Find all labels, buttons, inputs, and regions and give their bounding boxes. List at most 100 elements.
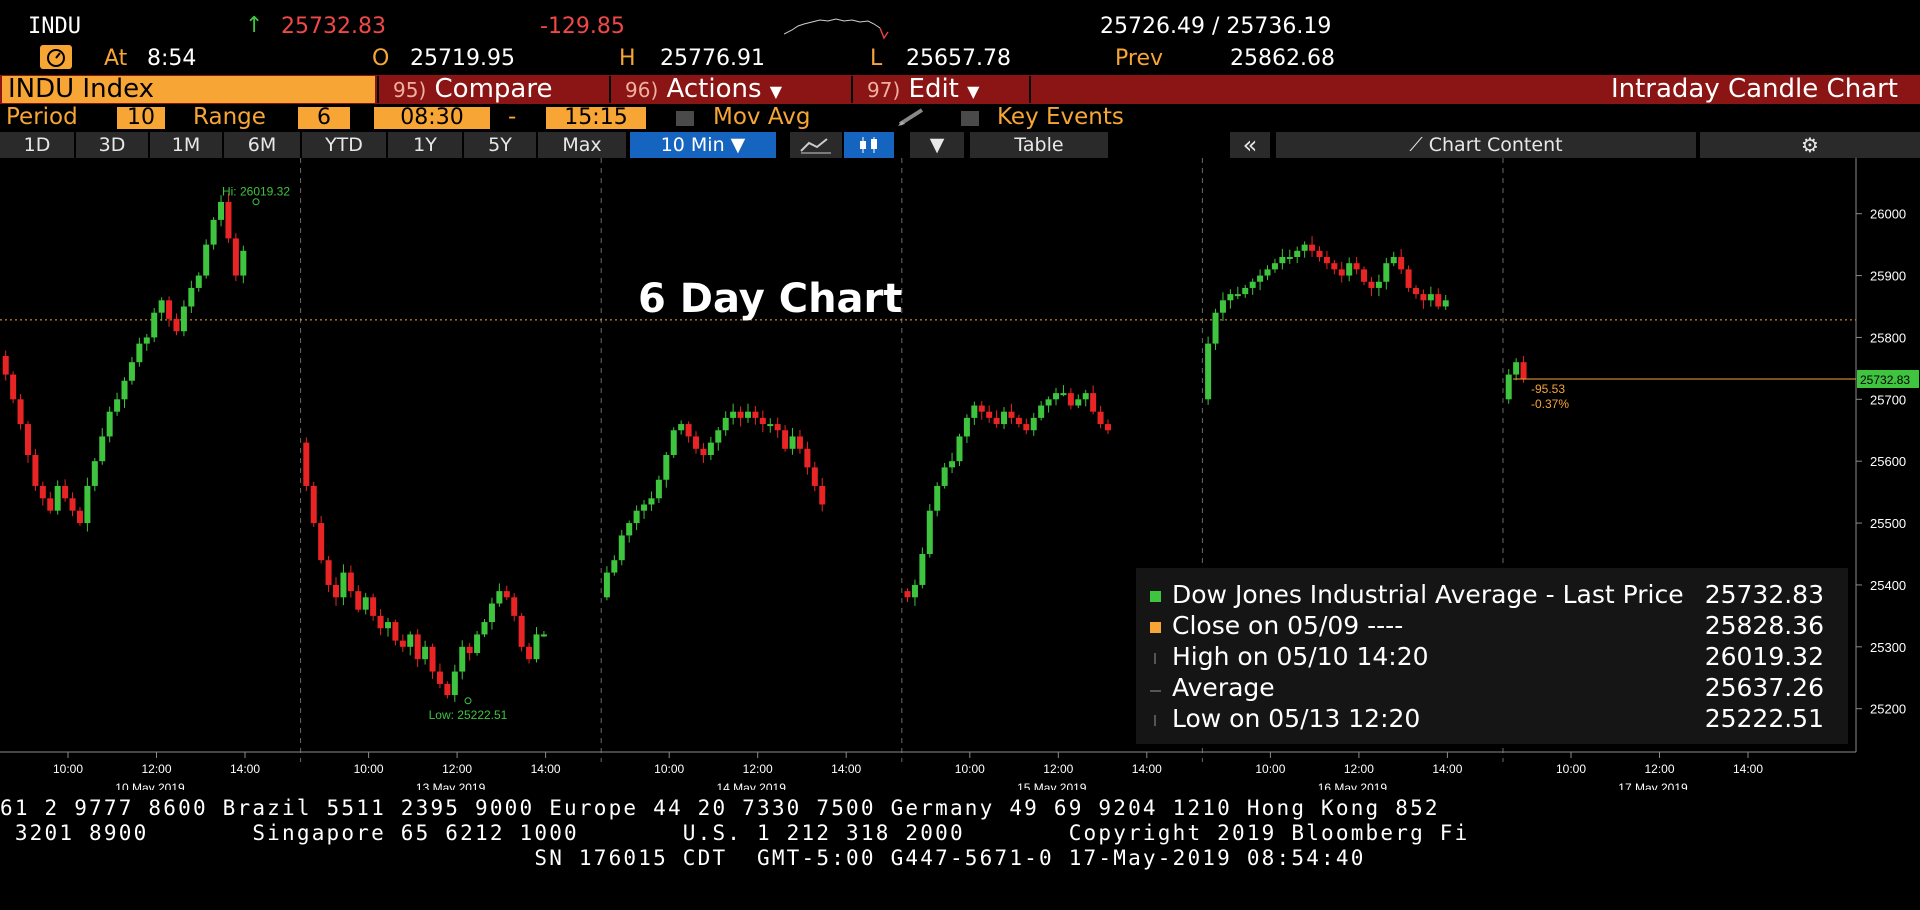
candle-chart-button[interactable] <box>844 132 894 158</box>
chart-content-button[interactable]: ⟋ Chart Content <box>1276 132 1696 158</box>
chevron-down-icon: ▼ <box>967 82 980 101</box>
candle <box>1227 294 1234 301</box>
table-button[interactable]: Table <box>970 132 1108 158</box>
candle <box>377 615 384 629</box>
candle <box>722 417 729 431</box>
range-max-button[interactable]: Max <box>538 132 626 158</box>
gauge-icon[interactable] <box>40 45 72 69</box>
candle <box>91 461 98 486</box>
candle <box>106 411 113 437</box>
y-tick-label: 25700 <box>1870 392 1906 407</box>
legend-marker <box>1150 622 1161 633</box>
candle <box>963 417 970 437</box>
pencil-icon[interactable] <box>896 106 930 128</box>
legend-value: 25222.51 <box>1704 704 1824 733</box>
candle <box>655 479 662 499</box>
x-tick-label: 10:00 <box>1255 762 1285 776</box>
last-price-tag <box>1857 369 1919 388</box>
legend-entry: Low on 05/13 12:20 25222.51 <box>1172 704 1824 734</box>
candle <box>24 424 31 455</box>
candle <box>2 356 9 375</box>
candle <box>136 343 143 363</box>
y-tick-label: 25200 <box>1870 702 1906 717</box>
candle <box>1435 294 1442 307</box>
legend-entry: Dow Jones Industrial Average - Last Pric… <box>1172 580 1824 610</box>
candle <box>641 504 648 511</box>
candle <box>1104 424 1111 431</box>
gear-icon[interactable]: ⚙ <box>1700 132 1920 158</box>
candle <box>173 318 180 332</box>
low-marker <box>464 697 472 705</box>
candle <box>1234 294 1241 297</box>
edit-button[interactable]: 97) Edit ▼ <box>851 76 1027 103</box>
low-label: L <box>870 46 883 71</box>
time-dash: - <box>508 104 517 130</box>
candle <box>678 424 685 431</box>
candle <box>459 646 466 672</box>
chart-type-dropdown[interactable]: ▼ <box>910 132 964 158</box>
divider <box>1029 76 1031 103</box>
range-1m-button[interactable]: 1M <box>150 132 222 158</box>
candle <box>811 467 818 486</box>
candle <box>737 411 744 418</box>
candle <box>752 411 759 418</box>
range-input[interactable]: 6 <box>298 107 350 129</box>
mov-avg-label: Mov Avg <box>713 104 811 130</box>
low-value: 25657.78 <box>906 46 1011 71</box>
interval-dropdown[interactable]: 10 Min ▼ <box>630 132 776 158</box>
actions-num: 96) <box>625 78 659 102</box>
candle <box>1331 263 1338 270</box>
candle <box>611 560 618 573</box>
candle <box>218 201 225 220</box>
candle <box>436 671 443 684</box>
candle-chart[interactable]: 25200 25300 25400 25500 25600 25700 25800 25900… <box>0 158 1920 790</box>
x-tick-label: 14:00 <box>230 762 260 776</box>
low-annotation: Low: 25222.51 <box>429 708 508 722</box>
range-1d-button[interactable]: 1D <box>0 132 74 158</box>
candle <box>39 485 46 499</box>
end-time-input[interactable]: 15:15 <box>546 107 646 129</box>
candle <box>318 523 325 561</box>
x-tick-label: 10:00 <box>1556 762 1586 776</box>
candle <box>626 523 633 536</box>
candle <box>158 300 165 313</box>
symbol: INDU <box>28 14 81 39</box>
candle <box>1323 257 1330 264</box>
candle <box>971 405 978 418</box>
candle <box>1097 411 1104 425</box>
collapse-icon[interactable]: « <box>1230 132 1270 158</box>
start-time-input[interactable]: 08:30 <box>374 107 490 129</box>
candle <box>114 399 121 412</box>
candle <box>151 312 158 338</box>
actions-button[interactable]: 96) Actions ▼ <box>609 76 849 103</box>
x-date-label: 13 May 2019 <box>416 781 486 790</box>
candle <box>128 362 135 381</box>
line-chart-button[interactable] <box>790 132 842 158</box>
mov-avg-checkbox[interactable] <box>676 111 694 126</box>
candle <box>414 634 421 660</box>
edit-num: 97) <box>867 78 901 102</box>
change-label: -95.53 <box>1531 382 1565 396</box>
candle <box>1338 269 1345 276</box>
candle <box>685 424 692 437</box>
candle <box>1205 343 1212 400</box>
compare-button[interactable]: 95) Compare <box>377 76 607 103</box>
x-tick-label: 14:00 <box>1132 762 1162 776</box>
range-1y-button[interactable]: 1Y <box>388 132 462 158</box>
range-6m-button[interactable]: 6M <box>224 132 300 158</box>
candle <box>1015 417 1022 425</box>
prev-label: Prev <box>1115 46 1163 71</box>
range-5y-button[interactable]: 5Y <box>464 132 536 158</box>
candle <box>1398 257 1405 270</box>
ticker-field[interactable]: INDU Index <box>2 76 375 103</box>
chevron-down-icon: ▼ <box>769 82 783 101</box>
range-3d-button[interactable]: 3D <box>76 132 148 158</box>
period-input[interactable]: 10 <box>117 107 165 129</box>
candle <box>511 597 518 616</box>
candle <box>1520 362 1527 379</box>
last-price-label: 25732.83 <box>1860 373 1910 387</box>
range-ytd-button[interactable]: YTD <box>302 132 386 158</box>
compare-label: Compare <box>434 74 553 104</box>
chart-legend: Dow Jones Industrial Average - Last Pric… <box>1136 568 1848 744</box>
key-events-checkbox[interactable] <box>961 111 979 126</box>
